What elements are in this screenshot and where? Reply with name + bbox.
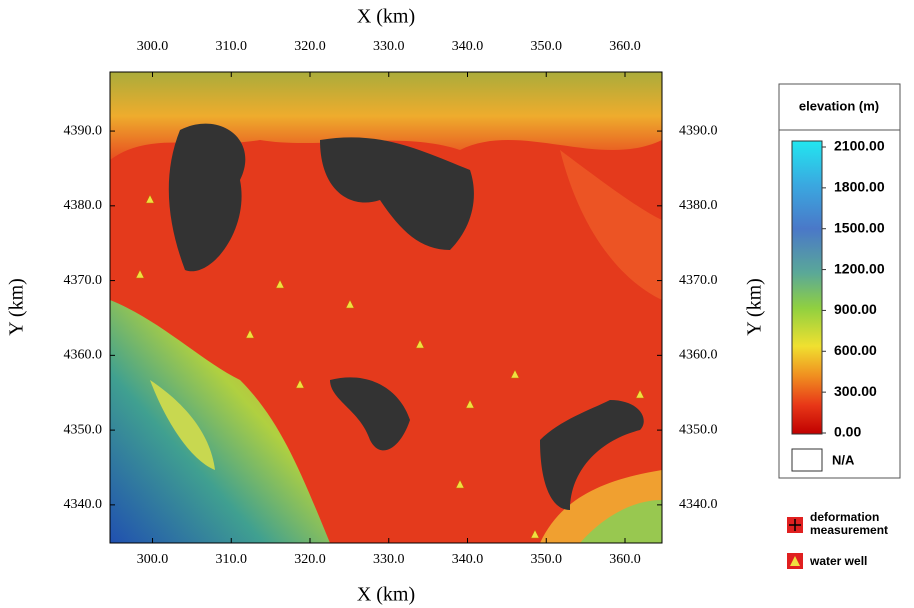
x-axis-title-top: X (km) [357,6,415,28]
y-axis-title-right: Y (km) [744,278,766,336]
color-bar-label: 900.00 [834,301,877,317]
color-bar-label: 2100.00 [834,138,885,154]
x-tick-label-top: 320.0 [294,39,326,54]
color-bar-label: 0.00 [834,424,861,440]
x-axis-title-bottom: X (km) [357,584,415,606]
map-raster [110,72,662,543]
x-tick-label-bottom: 300.0 [137,552,169,567]
legend-title: elevation (m) [799,98,879,113]
y-tick-label-right: 4380.0 [679,198,718,213]
x-tick-label-top: 300.0 [137,39,169,54]
x-tick-label-top: 360.0 [609,39,641,54]
symbol-legend [787,517,803,569]
map-figure: X (km) X (km) Y (km) Y (km) elevation (m… [0,0,914,608]
y-tick-label-right: 4370.0 [679,273,718,288]
x-tick-label-top: 350.0 [530,39,562,54]
y-tick-label-left: 4360.0 [64,348,103,363]
y-tick-label-right: 4340.0 [679,497,718,512]
y-axis-title-left: Y (km) [6,278,28,336]
x-tick-label-bottom: 360.0 [609,552,641,567]
x-tick-label-bottom: 350.0 [530,552,562,567]
x-tick-label-top: 330.0 [373,39,405,54]
x-tick-label-top: 310.0 [216,39,248,54]
page: X (km) X (km) Y (km) Y (km) elevation (m… [0,0,914,608]
na-swatch [792,449,822,471]
y-tick-label-left: 4390.0 [64,123,103,138]
color-bar [792,141,822,434]
y-tick-label-right: 4350.0 [679,422,718,437]
x-tick-label-bottom: 330.0 [373,552,405,567]
y-tick-label-left: 4380.0 [64,198,103,213]
color-bar-label: 1800.00 [834,179,885,195]
y-tick-label-right: 4390.0 [679,123,718,138]
na-label: N/A [832,452,855,467]
y-tick-label-left: 4370.0 [64,273,103,288]
color-bar-label: 300.00 [834,383,877,399]
legend-water-well: water well [810,555,900,568]
legend-deformation: deformation measurement [810,511,900,537]
color-bar-label: 1200.00 [834,260,885,276]
color-bar-label: 600.00 [834,342,877,358]
y-tick-label-left: 4340.0 [64,497,103,512]
x-tick-label-top: 340.0 [452,39,484,54]
x-tick-label-bottom: 320.0 [294,552,326,567]
y-tick-label-left: 4350.0 [64,422,103,437]
y-tick-label-right: 4360.0 [679,348,718,363]
x-tick-label-bottom: 340.0 [452,552,484,567]
color-bar-label: 1500.00 [834,219,885,235]
x-tick-label-bottom: 310.0 [216,552,248,567]
